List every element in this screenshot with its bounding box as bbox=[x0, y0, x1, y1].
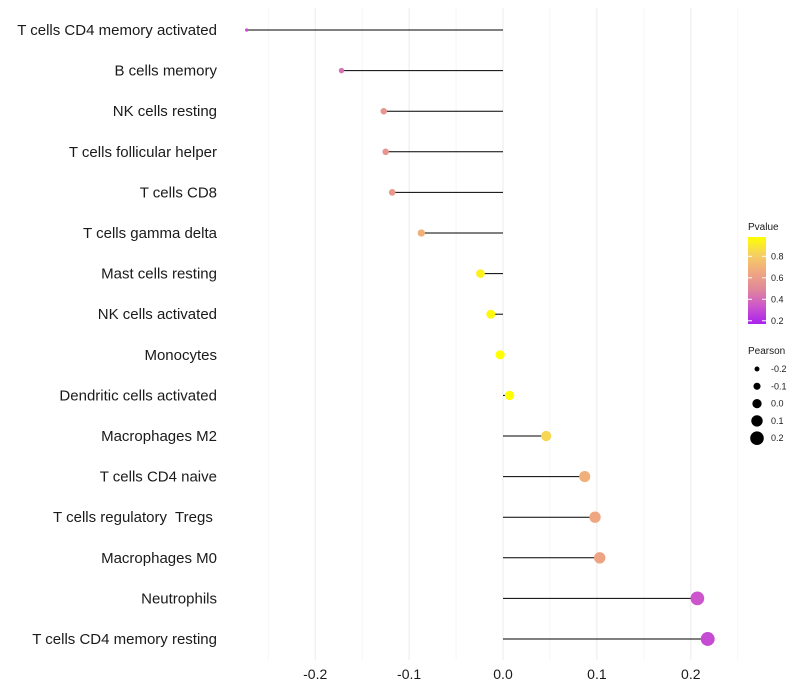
category-labels: T cells CD4 memory activated B cells memo… bbox=[17, 22, 217, 648]
category-label: Mast cells resting bbox=[101, 266, 217, 283]
size-legend-key bbox=[754, 366, 760, 372]
color-legend-ticks: 0.2 0.4 0.6 0.8 bbox=[748, 251, 784, 326]
category-label: Dendritic cells activated bbox=[59, 387, 217, 404]
size-legend-key bbox=[753, 382, 761, 390]
lollipop-point bbox=[541, 430, 552, 442]
x-tick-label: -0.2 bbox=[303, 666, 327, 682]
points-layer bbox=[244, 28, 715, 646]
category-label: T cells follicular helper bbox=[69, 144, 217, 161]
category-label: T cells gamma delta bbox=[83, 225, 218, 242]
size-legend-key bbox=[750, 431, 764, 445]
size-legend-label: -0.2 bbox=[771, 364, 787, 374]
size-legend-label: 0.1 bbox=[771, 416, 784, 426]
grid-layer bbox=[267, 8, 739, 660]
lollipop-point bbox=[495, 350, 505, 360]
size-legend-label: 0.2 bbox=[771, 433, 784, 443]
lollipop-point bbox=[382, 148, 389, 156]
category-label: Monocytes bbox=[144, 347, 217, 364]
size-legend-key bbox=[751, 415, 763, 427]
lollipop-point bbox=[690, 591, 705, 606]
category-label: T cells CD8 bbox=[140, 184, 217, 201]
color-legend-bar bbox=[748, 237, 766, 324]
legend: Pvalue 0.2 0.4 0.6 0.8 Pearson -0.2 -0.1 0.0 0… bbox=[748, 222, 787, 445]
category-label: T cells CD4 memory activated bbox=[17, 22, 217, 39]
color-legend-tick-label: 0.6 bbox=[771, 273, 784, 283]
lollipop-point bbox=[486, 309, 496, 319]
color-legend-tick-label: 0.4 bbox=[771, 294, 784, 304]
x-tick-label: 0.0 bbox=[493, 666, 513, 682]
category-label: Macrophages M0 bbox=[101, 550, 217, 567]
category-label: Neutrophils bbox=[141, 590, 217, 607]
lollipop-point bbox=[700, 632, 715, 646]
size-legend-keys: -0.2 -0.1 0.0 0.1 0.2 bbox=[750, 364, 787, 445]
lollipop-point bbox=[244, 28, 249, 32]
color-legend-tick-label: 0.2 bbox=[771, 316, 784, 326]
size-legend-label: 0.0 bbox=[771, 399, 784, 409]
category-label: NK cells resting bbox=[113, 103, 217, 120]
lollipop-point bbox=[589, 511, 601, 523]
lollipop-point bbox=[380, 107, 388, 115]
stems-layer bbox=[246, 29, 708, 640]
lollipop-point bbox=[593, 552, 606, 564]
x-tick-label: 0.1 bbox=[587, 666, 607, 682]
x-axis-tick-labels: -0.2 -0.1 0.0 0.1 0.2 bbox=[303, 666, 701, 682]
color-legend-title: Pvalue bbox=[748, 222, 779, 233]
category-label: T cells CD4 naive bbox=[100, 469, 217, 486]
lollipop-point bbox=[417, 229, 425, 237]
lollipop-point bbox=[388, 189, 396, 196]
category-label: T cells regulatory Tregs bbox=[53, 509, 217, 526]
category-label: B cells memory bbox=[114, 63, 217, 80]
size-legend-label: -0.1 bbox=[771, 381, 787, 391]
color-legend-tick-label: 0.8 bbox=[771, 251, 784, 261]
size-legend-key bbox=[752, 398, 762, 409]
category-label: T cells CD4 memory resting bbox=[32, 631, 217, 648]
size-legend-title: Pearson bbox=[748, 346, 785, 357]
lollipop-point bbox=[476, 269, 485, 278]
lollipop-point bbox=[579, 471, 591, 483]
lollipop-point bbox=[338, 67, 345, 74]
category-label: NK cells activated bbox=[98, 306, 217, 323]
category-label: Macrophages M2 bbox=[101, 428, 217, 445]
x-tick-label: -0.1 bbox=[397, 666, 421, 682]
lollipop-point bbox=[504, 390, 515, 401]
x-tick-label: 0.2 bbox=[681, 666, 701, 682]
